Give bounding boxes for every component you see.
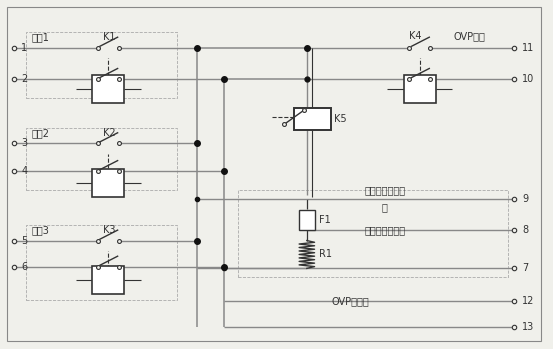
Bar — [294, 107, 331, 130]
Text: 输入2: 输入2 — [31, 128, 49, 138]
Text: F1: F1 — [319, 215, 331, 225]
Text: K5: K5 — [335, 114, 347, 124]
Bar — [25, 32, 177, 98]
Bar — [92, 75, 124, 103]
Text: OVP输入: OVP输入 — [453, 31, 485, 42]
Text: 8: 8 — [522, 225, 528, 235]
Text: 13: 13 — [522, 322, 534, 333]
Bar — [25, 128, 177, 190]
Bar — [92, 169, 124, 197]
Text: K4: K4 — [409, 31, 421, 42]
Text: 3: 3 — [21, 138, 27, 148]
Text: 11: 11 — [522, 43, 534, 53]
Text: K2: K2 — [103, 128, 116, 138]
Bar — [92, 266, 124, 294]
Text: K3: K3 — [103, 225, 115, 235]
Text: 输入3: 输入3 — [31, 225, 49, 235]
Text: 短路电流测试点: 短路电流测试点 — [365, 225, 406, 235]
Text: 7: 7 — [522, 263, 528, 273]
Bar — [238, 190, 508, 277]
Text: 12: 12 — [522, 296, 534, 306]
Text: OVP测试点: OVP测试点 — [332, 296, 369, 306]
Text: 2: 2 — [21, 74, 27, 84]
Bar — [299, 210, 315, 230]
Bar — [25, 225, 177, 300]
Text: 点: 点 — [382, 202, 387, 212]
Text: R1: R1 — [319, 250, 332, 259]
Text: 10: 10 — [522, 74, 534, 84]
Text: 输入1: 输入1 — [31, 32, 49, 42]
Text: 保险丝完好测试: 保险丝完好测试 — [365, 185, 406, 195]
Text: 1: 1 — [21, 43, 27, 53]
Text: 9: 9 — [522, 194, 528, 204]
Text: K1: K1 — [103, 32, 115, 42]
Bar — [404, 75, 436, 103]
Text: 5: 5 — [21, 236, 27, 246]
Text: 6: 6 — [21, 262, 27, 272]
Text: 4: 4 — [21, 166, 27, 176]
